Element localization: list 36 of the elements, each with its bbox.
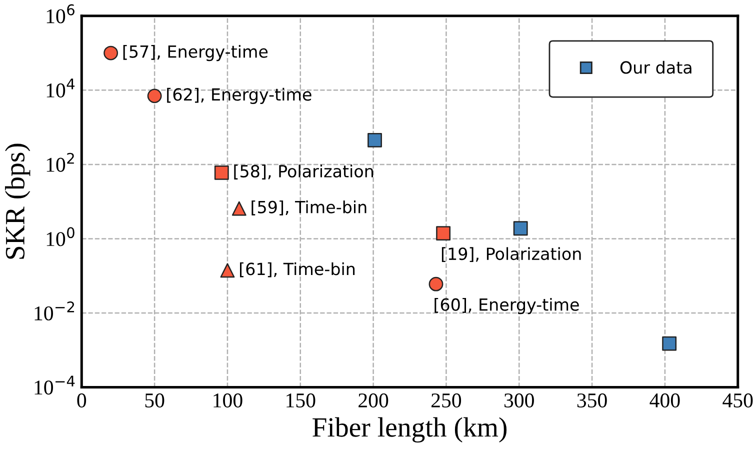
x-tick-label: 450 [722,393,753,408]
annotation: [58], Polarization [234,164,373,180]
point [147,88,162,104]
x-tick-label: 50 [145,393,164,408]
annotation: [60], Energy-time [434,298,579,314]
x-tick-label: 100 [214,393,242,408]
x-tick-label: 300 [504,393,534,408]
annotation: [61], Time-bin [240,262,355,278]
annotation: [62], Energy-time [167,88,312,104]
x-tick-label: 150 [286,393,316,408]
point [214,165,229,180]
x-tick-label: 0 [77,393,86,408]
legend-label: Our data [620,60,692,74]
x-tick-label: 250 [432,393,462,408]
y-tick-label: 10$^{4}$ [46,78,75,98]
point [436,226,451,240]
point [104,46,118,60]
point [428,276,444,292]
y-tick-label: 10$^{0}$ [46,227,74,246]
y-tick-label: 10$^{6}$ [46,4,74,24]
x-tick-label: 400 [650,393,680,408]
point [513,221,528,236]
annotation: [19], Polarization [442,247,581,262]
x-tick-label: 350 [577,393,607,408]
point [662,336,677,351]
y-tick-label: 10$^{−2}$ [34,301,74,320]
x-tick-label: 200 [358,393,388,408]
point [368,132,382,148]
point [232,201,246,216]
y-axis-title: SKR (bps) [5,144,30,259]
annotation: [59], Time-bin [252,200,366,216]
x-axis-title: Fiber length (km) [312,417,507,443]
point [220,263,235,278]
y-tick-label: 10$^{−4}$ [34,376,75,395]
y-tick-label: 10$^{2}$ [46,152,74,172]
annotation: [57], Energy-time [123,44,268,62]
